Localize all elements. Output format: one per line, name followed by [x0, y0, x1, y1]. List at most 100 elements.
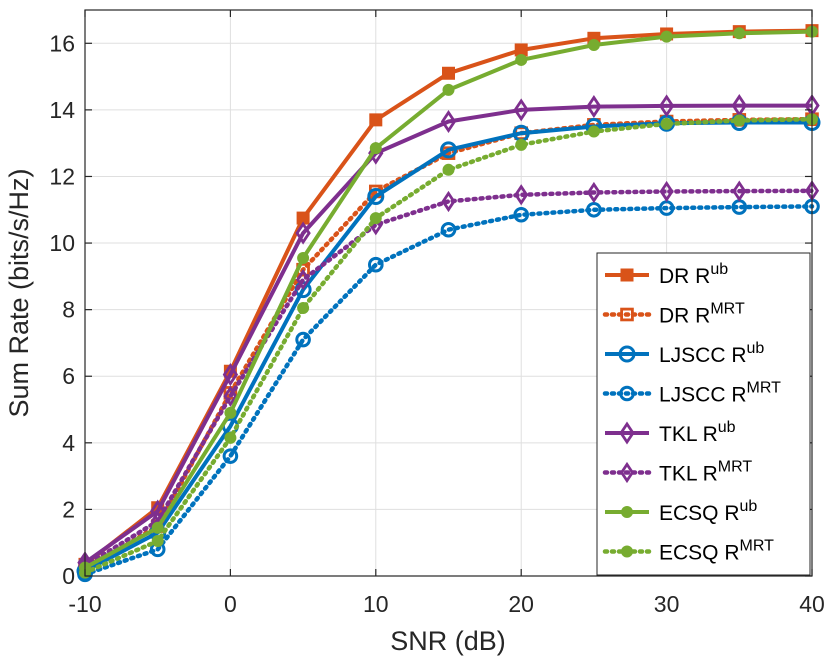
legend-prefix: R	[697, 423, 718, 446]
x-tick-label: 0	[224, 591, 237, 617]
data-point	[441, 190, 456, 213]
legend-label: TKL	[659, 463, 697, 486]
legend-marker	[618, 345, 636, 363]
y-tick-label: 16	[49, 30, 75, 56]
data-point	[222, 363, 239, 387]
legend-box	[596, 252, 811, 576]
legend-superscript: MRT	[710, 301, 745, 318]
y-tick-label: 10	[49, 230, 75, 256]
data-point	[660, 30, 673, 43]
legend-marker	[619, 385, 635, 402]
legend-label: DR	[659, 305, 689, 328]
x-tick-label: -10	[68, 591, 101, 617]
x-tick-label: 20	[508, 591, 534, 617]
data-point	[732, 180, 747, 202]
legend-label: TKL	[659, 423, 697, 446]
data-point	[659, 180, 674, 203]
data-point	[295, 331, 311, 348]
y-tick-label: 12	[49, 163, 75, 189]
data-point	[587, 38, 600, 51]
legend-prefix: R	[719, 502, 740, 525]
data-point	[367, 187, 385, 205]
legend-superscript: ub	[718, 419, 736, 436]
svg-text:TKL Rub: TKL Rub	[659, 419, 736, 446]
data-point	[442, 163, 455, 176]
legend-entry: DR RMRT	[602, 301, 745, 328]
legend-marker	[619, 421, 635, 445]
data-point	[369, 142, 382, 155]
data-point	[295, 221, 311, 245]
svg-text:TKL RMRT: TKL RMRT	[659, 459, 752, 486]
svg-text:DR RMRT: DR RMRT	[659, 301, 745, 328]
legend-entry: ECSQ RMRT	[602, 538, 774, 565]
data-point	[515, 138, 528, 151]
data-point	[369, 113, 383, 127]
data-point	[442, 83, 455, 96]
series-line	[82, 204, 815, 577]
legend-superscript: MRT	[740, 538, 775, 555]
legend-entry: ECSQ Rub	[605, 498, 757, 525]
data-point	[513, 206, 530, 223]
series-ecsq-ub	[79, 25, 818, 574]
y-tick-label: 2	[62, 496, 75, 522]
legend-label: DR	[659, 265, 689, 288]
series-layer	[76, 24, 821, 583]
legend-label: LJSCC	[659, 344, 726, 367]
legend-label: LJSCC	[659, 384, 726, 407]
legend-entry: LJSCC Rub	[605, 340, 764, 367]
svg-text:LJSCC Rub: LJSCC Rub	[659, 340, 764, 367]
svg-text:DR Rub: DR Rub	[659, 261, 728, 288]
data-point	[369, 212, 382, 225]
data-point	[297, 252, 310, 265]
legend-superscript: MRT	[747, 380, 782, 397]
legend-entry: TKL RMRT	[602, 459, 752, 486]
series-ecsq-mrt	[79, 113, 818, 579]
series-line	[83, 103, 812, 565]
x-tick-label: 40	[799, 591, 825, 617]
data-point	[223, 385, 238, 407]
data-point	[586, 95, 602, 119]
svg-text:ECSQ RMRT: ECSQ RMRT	[659, 538, 774, 565]
legend-marker	[621, 506, 633, 518]
y-tick-label: 8	[62, 297, 75, 323]
legend-prefix: R	[719, 542, 740, 565]
data-point	[297, 301, 310, 314]
y-tick-label: 0	[62, 563, 75, 589]
data-point	[222, 448, 239, 464]
data-point	[515, 53, 528, 66]
x-axis-label: SNR (dB)	[390, 626, 506, 656]
legend-superscript: ub	[710, 261, 728, 278]
data-point	[296, 269, 311, 291]
data-point	[440, 221, 457, 238]
data-point	[586, 181, 601, 204]
data-point	[733, 27, 746, 40]
y-axis-label: Sum Rate (bits/s/Hz)	[4, 168, 34, 417]
legend-prefix: R	[689, 265, 710, 288]
legend-entry: LJSCC RMRT	[602, 380, 781, 407]
plot-frame	[84, 9, 813, 577]
legend-entry: DR Rub	[605, 261, 728, 288]
data-point	[514, 184, 529, 206]
data-point	[368, 256, 384, 273]
legend-superscript: MRT	[718, 459, 753, 476]
data-point	[658, 94, 675, 118]
legend-entry: TKL Rub	[605, 419, 736, 446]
svg-text:LJSCC RMRT: LJSCC RMRT	[659, 380, 781, 407]
y-tick-label: 6	[62, 363, 75, 389]
series-ljscc-mrt	[77, 198, 820, 583]
legend-prefix: R	[689, 305, 710, 328]
legend-prefix: R	[697, 463, 718, 486]
legend-label: ECSQ	[659, 542, 719, 565]
x-tick-label: 30	[654, 591, 680, 617]
legend-marker	[620, 268, 634, 282]
data-point	[224, 406, 237, 419]
legend-marker	[620, 307, 634, 322]
x-tick-label: 10	[363, 591, 389, 617]
legend-marker	[621, 545, 633, 558]
svg-text:ECSQ Rub: ECSQ Rub	[659, 498, 757, 525]
data-point	[587, 125, 600, 138]
data-point	[586, 201, 602, 218]
